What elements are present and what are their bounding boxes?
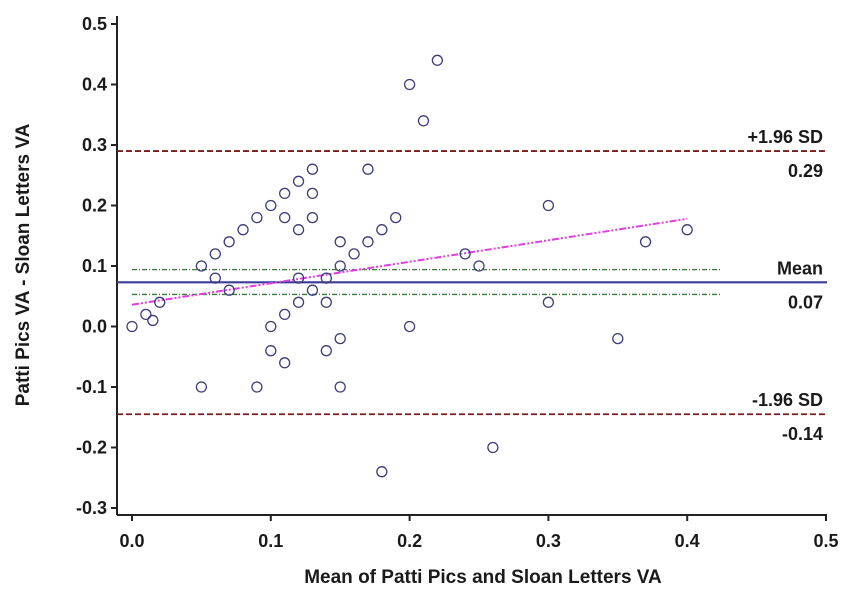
data-point: [279, 211, 291, 224]
y-tick-label: 0.4: [82, 75, 107, 95]
data-point: [306, 163, 319, 175]
reference-label-upper_loa: +1.96 SD: [747, 127, 823, 147]
data-point: [431, 54, 444, 66]
x-axis-label: Mean of Patti Pics and Sloan Letters VA: [304, 567, 662, 588]
data-point: [417, 115, 430, 127]
data-point: [334, 381, 346, 393]
data-point: [279, 357, 291, 369]
tick-labels: 0.0 0.1 0.2 0.3 0.4 0.5 -0.3 -0.2 -0.1 0.0 0.1 0.2 0…: [76, 14, 839, 551]
data-point: [279, 308, 291, 321]
data-point: [265, 199, 277, 212]
y-axis-label: Patti Pics VA - Sloan Letters VA: [13, 123, 34, 406]
y-tick-label: 0.2: [82, 196, 107, 216]
reference-value-lower_loa: -0.14: [782, 424, 823, 444]
data-points: [126, 54, 693, 478]
reference-label-lower_loa: -1.96 SD: [752, 390, 823, 410]
y-tick-label: 0.1: [82, 256, 107, 276]
data-point: [362, 163, 374, 175]
data-point: [251, 381, 263, 393]
data-point: [473, 260, 485, 272]
data-point: [292, 224, 305, 236]
data-point: [334, 260, 346, 272]
data-point: [376, 224, 388, 236]
data-point: [195, 381, 208, 393]
reference-label-mean: Mean: [777, 258, 823, 278]
data-point: [376, 466, 388, 478]
data-point: [612, 332, 624, 345]
axes: [111, 16, 827, 521]
data-point: [223, 236, 235, 248]
y-tick-label: -0.1: [76, 377, 107, 397]
data-point: [154, 296, 166, 308]
data-point: [320, 345, 332, 357]
data-point: [681, 224, 693, 236]
data-point: [126, 320, 138, 333]
data-point: [348, 248, 360, 260]
data-point: [459, 248, 471, 260]
data-point: [334, 332, 346, 345]
data-point: [403, 320, 416, 333]
reference-value-mean: 0.07: [788, 292, 823, 312]
x-tick-label: 0.1: [258, 531, 283, 551]
data-point: [403, 78, 416, 91]
reference-value-upper_loa: 0.29: [788, 161, 823, 181]
data-point: [292, 175, 305, 187]
data-point: [320, 272, 332, 284]
reference-lines: +1.96 SD 0.29 Mean 0.07 -1.96 SD -0.14: [117, 127, 827, 444]
data-point: [195, 260, 208, 272]
data-point: [320, 296, 332, 308]
data-point: [306, 187, 319, 200]
data-point: [223, 284, 235, 296]
y-tick-label: 0.3: [82, 135, 107, 155]
data-point: [334, 236, 346, 248]
data-point: [209, 272, 221, 284]
data-point: [362, 236, 374, 248]
data-point: [279, 187, 291, 200]
x-tick-label: 0.5: [813, 531, 838, 551]
data-point: [487, 441, 499, 454]
y-tick-label: 0.5: [82, 14, 107, 34]
regression-line: [131, 217, 688, 306]
data-point: [390, 211, 402, 224]
data-point: [251, 211, 263, 224]
x-tick-label: 0.4: [675, 531, 700, 551]
data-point: [265, 345, 277, 357]
data-point: [639, 236, 652, 248]
data-point: [147, 314, 159, 327]
data-point: [306, 211, 319, 224]
data-point: [542, 199, 555, 212]
data-point: [292, 272, 305, 284]
y-tick-label: 0.0: [82, 317, 107, 337]
x-tick-label: 0.0: [119, 531, 144, 551]
y-tick-label: -0.2: [76, 438, 107, 458]
data-point: [292, 296, 305, 308]
regression-line-group: [131, 217, 688, 306]
x-tick-label: 0.2: [397, 531, 422, 551]
data-point: [542, 296, 555, 308]
data-point: [306, 284, 319, 296]
data-point: [265, 320, 277, 333]
mean-confidence-interval-lines: [132, 268, 722, 296]
data-point: [237, 224, 249, 236]
data-point: [140, 308, 152, 321]
y-tick-label: -0.3: [76, 498, 107, 518]
x-tick-label: 0.3: [536, 531, 561, 551]
data-point: [209, 248, 221, 260]
